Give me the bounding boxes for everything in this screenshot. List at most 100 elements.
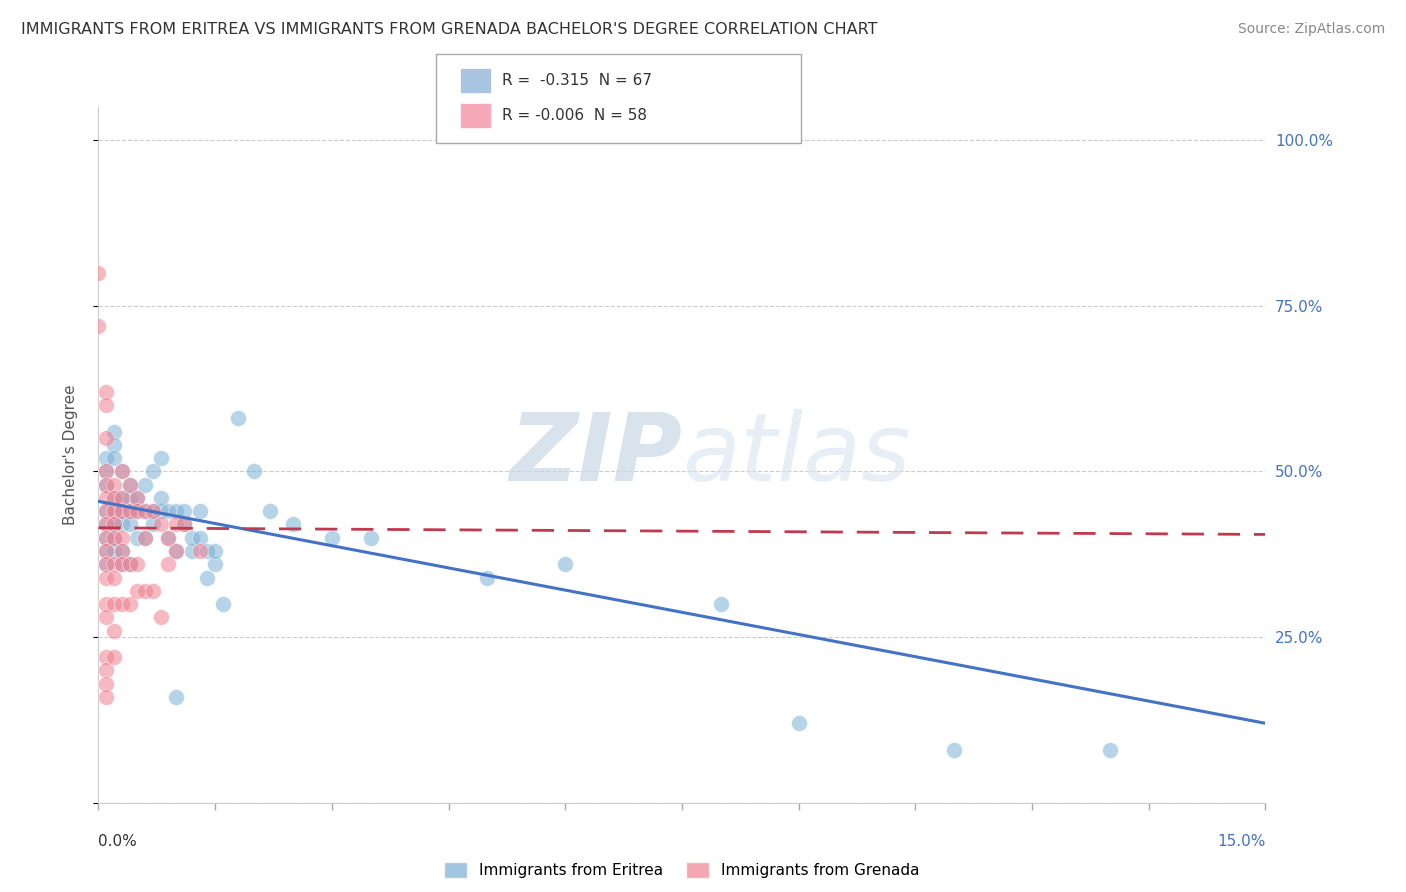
Point xyxy=(118,517,141,532)
Point xyxy=(943,743,966,757)
Point xyxy=(96,465,118,479)
Point xyxy=(96,491,118,505)
Point xyxy=(710,597,733,611)
Point xyxy=(103,531,125,545)
Point xyxy=(212,597,235,611)
Point xyxy=(96,558,118,572)
Point xyxy=(127,491,149,505)
Point xyxy=(96,517,118,532)
Text: IMMIGRANTS FROM ERITREA VS IMMIGRANTS FROM GRENADA BACHELOR'S DEGREE CORRELATION: IMMIGRANTS FROM ERITREA VS IMMIGRANTS FR… xyxy=(21,22,877,37)
Legend: Immigrants from Eritrea, Immigrants from Grenada: Immigrants from Eritrea, Immigrants from… xyxy=(436,855,928,886)
Point xyxy=(281,517,304,532)
Point xyxy=(243,465,266,479)
Text: 0.0%: 0.0% xyxy=(98,834,138,849)
Point xyxy=(103,477,125,491)
Point xyxy=(165,517,187,532)
Point xyxy=(157,531,180,545)
Point xyxy=(103,558,125,572)
Point xyxy=(96,431,118,445)
Text: R =  -0.315  N = 67: R = -0.315 N = 67 xyxy=(502,73,652,87)
Point xyxy=(142,465,165,479)
Point xyxy=(96,398,118,412)
Point xyxy=(96,477,118,491)
Point xyxy=(96,544,118,558)
Point xyxy=(127,583,149,598)
Point xyxy=(165,544,187,558)
Point xyxy=(173,517,195,532)
Point xyxy=(180,544,202,558)
Point xyxy=(103,451,125,466)
Point xyxy=(228,411,250,425)
Point xyxy=(142,583,165,598)
Point xyxy=(180,531,202,545)
Point xyxy=(96,676,118,690)
Point xyxy=(188,504,211,518)
Point xyxy=(118,558,141,572)
Text: ZIP: ZIP xyxy=(509,409,682,501)
Point xyxy=(142,504,165,518)
Point xyxy=(103,504,125,518)
Point xyxy=(1098,743,1121,757)
Point xyxy=(127,558,149,572)
Text: Source: ZipAtlas.com: Source: ZipAtlas.com xyxy=(1237,22,1385,37)
Point xyxy=(96,650,118,665)
Point xyxy=(103,531,125,545)
Point xyxy=(96,690,118,704)
Point xyxy=(149,491,172,505)
Point xyxy=(96,504,118,518)
Point xyxy=(111,491,134,505)
Point xyxy=(96,477,118,491)
Point xyxy=(149,504,172,518)
Text: R = -0.006  N = 58: R = -0.006 N = 58 xyxy=(502,109,647,123)
Point xyxy=(96,544,118,558)
Point xyxy=(173,517,195,532)
Point xyxy=(111,531,134,545)
Point xyxy=(134,504,156,518)
Point xyxy=(321,531,343,545)
Point xyxy=(103,491,125,505)
Point xyxy=(96,663,118,677)
Text: atlas: atlas xyxy=(682,409,910,500)
Point xyxy=(111,544,134,558)
Point xyxy=(103,491,125,505)
Point xyxy=(103,438,125,452)
Point xyxy=(157,504,180,518)
Point xyxy=(111,504,134,518)
Point xyxy=(103,425,125,439)
Point xyxy=(188,544,211,558)
Point xyxy=(204,544,226,558)
Point xyxy=(111,504,134,518)
Point xyxy=(149,451,172,466)
Point xyxy=(87,266,110,280)
Point xyxy=(157,531,180,545)
Point xyxy=(111,465,134,479)
Point xyxy=(103,517,125,532)
Point xyxy=(103,624,125,638)
Point xyxy=(118,491,141,505)
Point xyxy=(118,504,141,518)
Point xyxy=(134,531,156,545)
Point xyxy=(103,570,125,584)
Y-axis label: Bachelor's Degree: Bachelor's Degree xyxy=(63,384,77,525)
Point xyxy=(127,504,149,518)
Point xyxy=(96,517,118,532)
Point xyxy=(204,558,226,572)
Point xyxy=(157,558,180,572)
Point xyxy=(134,504,156,518)
Point xyxy=(142,504,165,518)
Point xyxy=(111,597,134,611)
Point xyxy=(165,504,187,518)
Point xyxy=(111,491,134,505)
Point xyxy=(118,558,141,572)
Point xyxy=(188,531,211,545)
Point xyxy=(554,558,576,572)
Point xyxy=(96,610,118,624)
Point xyxy=(127,504,149,518)
Point xyxy=(134,583,156,598)
Point xyxy=(259,504,281,518)
Point xyxy=(96,504,118,518)
Point xyxy=(127,531,149,545)
Point xyxy=(111,465,134,479)
Point xyxy=(195,570,218,584)
Point xyxy=(149,517,172,532)
